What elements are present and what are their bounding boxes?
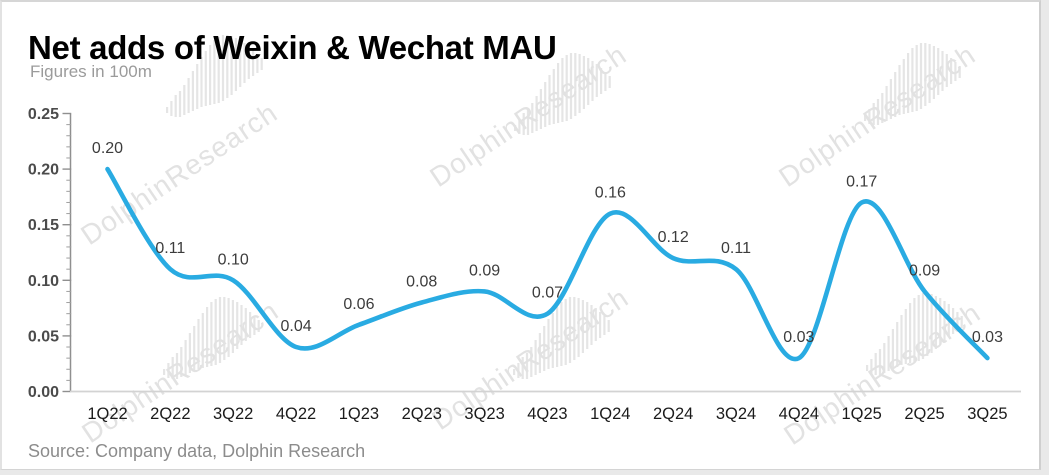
y-axis-label: 0.00 <box>28 384 59 401</box>
y-axis-label: 0.20 <box>28 162 59 179</box>
data-label: 0.11 <box>721 240 751 257</box>
data-label: 0.20 <box>92 140 123 157</box>
source-note: Source: Company data, Dolphin Research <box>28 441 366 461</box>
y-axis-label: 0.25 <box>28 106 59 123</box>
data-label: 0.08 <box>406 274 437 291</box>
data-label: 0.16 <box>595 185 626 202</box>
data-label: 0.11 <box>155 240 185 257</box>
x-axis-label: 3Q25 <box>967 405 1007 423</box>
y-axis-label: 0.05 <box>28 328 59 345</box>
data-label: 0.06 <box>343 296 374 313</box>
y-axis-label: 0.10 <box>28 273 59 290</box>
x-axis-label: 4Q24 <box>779 405 819 423</box>
x-axis-label: 4Q22 <box>276 405 316 423</box>
data-label: 0.09 <box>909 262 940 279</box>
x-axis-label: 3Q22 <box>213 405 253 423</box>
x-axis-label: 2Q23 <box>402 405 442 423</box>
data-label: 0.09 <box>469 262 500 279</box>
x-axis-label: 1Q23 <box>339 405 379 423</box>
x-axis-label: 2Q25 <box>904 405 944 423</box>
x-axis-label: 1Q25 <box>842 405 882 423</box>
chart-subtitle: Figures in 100m <box>30 62 152 81</box>
y-axis-label: 0.15 <box>28 217 59 234</box>
data-label: 0.10 <box>218 251 249 268</box>
data-label: 0.03 <box>972 329 1003 346</box>
chart-title: Net adds of Weixin & Wechat MAU <box>28 29 557 67</box>
x-axis-label: 2Q22 <box>150 405 190 423</box>
mau-series-line <box>105 166 990 362</box>
data-label: 0.04 <box>280 318 311 335</box>
x-axis-label: 1Q24 <box>590 405 630 423</box>
data-label: 0.03 <box>783 329 814 346</box>
data-label: 0.17 <box>846 173 877 190</box>
x-axis-label: 4Q23 <box>527 405 567 423</box>
x-axis-label: 3Q23 <box>464 405 504 423</box>
data-label: 0.12 <box>658 229 689 246</box>
x-axis-label: 2Q24 <box>653 405 693 423</box>
data-label: 0.07 <box>532 285 563 302</box>
x-axis-label: 1Q22 <box>87 405 127 423</box>
x-axis-label: 3Q24 <box>716 405 756 423</box>
